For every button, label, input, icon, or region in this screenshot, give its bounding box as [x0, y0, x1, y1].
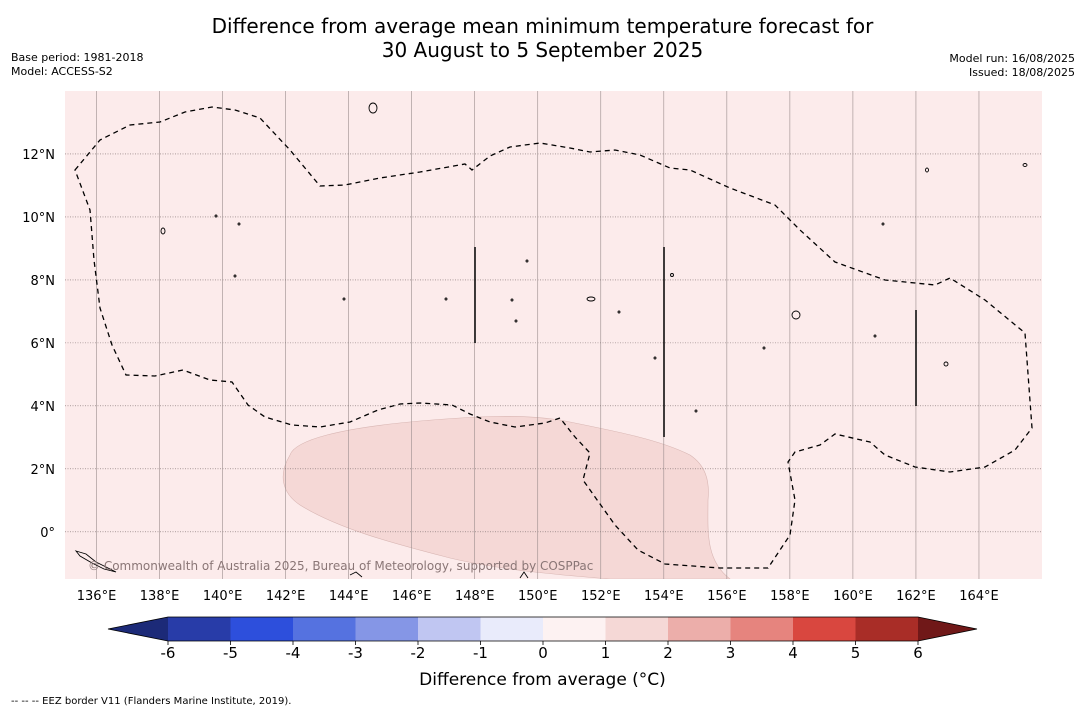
longitude-tick-label: 154°E — [644, 589, 684, 604]
island-outlines — [74, 102, 1028, 579]
island-outline — [74, 550, 117, 573]
copyright-text: © Commonwealth of Australia 2025, Bureau… — [88, 559, 593, 573]
colorbar-segment — [855, 617, 918, 641]
colorbar-tick-label: 6 — [913, 644, 923, 662]
model-name: Model: ACCESS-S2 — [11, 65, 113, 78]
longitude-tick-label: 158°E — [770, 589, 810, 604]
colorbar-segment — [543, 617, 606, 641]
island-outline — [694, 409, 698, 413]
colorbar-tick-label: 5 — [851, 644, 861, 662]
gridlines — [65, 91, 1042, 579]
colorbar-tick-label: 0 — [538, 644, 548, 662]
longitude-tick-label: 138°E — [140, 589, 180, 604]
island-outline — [525, 259, 529, 263]
island-outline — [160, 227, 166, 235]
island-outline — [514, 319, 518, 323]
island-outline — [873, 334, 877, 338]
longitude-labels: 136°E 138°E 140°E 142°E 144°E 146°E 148°E 150°E… — [77, 589, 999, 604]
island-outline — [368, 102, 378, 114]
longitude-tick-label: 160°E — [833, 589, 873, 604]
colorbar — [107, 616, 978, 642]
latitude-tick-label: 8°N — [31, 274, 56, 289]
island-outline — [233, 274, 237, 278]
island-outline — [237, 222, 241, 226]
colorbar-segment — [230, 617, 293, 641]
longitude-tick-label: 140°E — [203, 589, 243, 604]
island-outline — [349, 571, 363, 578]
longitude-tick-label: 150°E — [518, 589, 558, 604]
island-outline — [943, 361, 949, 367]
island-outline — [519, 571, 529, 579]
issued-date: Issued: 18/08/2025 — [968, 66, 1075, 79]
colorbar-tick-label: -3 — [348, 644, 363, 662]
latitude-tick-label: 10°N — [22, 211, 55, 226]
latitude-tick-label: 2°N — [31, 463, 56, 478]
map-title: Difference from average mean minimum tem… — [0, 14, 1085, 62]
colorbar-segment — [730, 617, 793, 641]
longitude-tick-label: 162°E — [896, 589, 936, 604]
eez-legend-note: -- -- -- EEZ border V11 (Flanders Marine… — [11, 696, 292, 707]
island-outline — [617, 310, 621, 314]
latitude-tick-label: 12°N — [22, 148, 55, 163]
title-line-2: 30 August to 5 September 2025 — [381, 38, 704, 62]
colorbar-segment — [605, 617, 668, 641]
longitude-tick-label: 146°E — [392, 589, 432, 604]
island-outline — [670, 273, 674, 277]
island-outline — [444, 297, 448, 301]
warm-anomaly-region — [282, 416, 731, 579]
colorbar-tick-label: -4 — [286, 644, 301, 662]
island-outline — [510, 298, 514, 302]
island-outline — [1022, 163, 1028, 167]
colorbar-tick-label: 3 — [726, 644, 736, 662]
longitude-tick-label: 136°E — [77, 589, 117, 604]
latitude-labels: 12°N 10°N 8°N 6°N 4°N 2°N 0° — [22, 148, 55, 541]
eez-border — [74, 106, 1033, 569]
colorbar-label: Difference from average (°C) — [419, 670, 666, 690]
colorbar-tick-label: -5 — [223, 644, 238, 662]
title-line-1: Difference from average mean minimum tem… — [211, 14, 874, 38]
colorbar-segment — [668, 617, 731, 641]
longitude-tick-label: 164°E — [959, 589, 999, 604]
model-run: Model run: 16/08/2025 — [949, 52, 1075, 65]
island-outline — [214, 214, 218, 218]
colorbar-tick-labels: -6 -5 -4 -3 -2 -1 0 1 2 3 4 5 6 — [161, 641, 923, 662]
colorbar-tick-label: -2 — [411, 644, 426, 662]
colorbar-low-extension — [108, 617, 168, 641]
base-period: Base period: 1981-2018 — [11, 51, 144, 64]
island-outline — [791, 310, 801, 320]
colorbar-segment — [793, 617, 856, 641]
colorbar-tick-label: 2 — [663, 644, 673, 662]
longitude-tick-label: 148°E — [455, 589, 495, 604]
colorbar-segment — [355, 617, 418, 641]
colorbar-segment — [480, 617, 543, 641]
colorbar-tick-label: -1 — [473, 644, 488, 662]
island-outline — [925, 167, 929, 173]
island-outline — [342, 297, 346, 301]
meta-right: Model run: 16/08/2025 Issued: 18/08/2025 — [949, 52, 1075, 80]
colorbar-segment — [293, 617, 356, 641]
eez-border-north — [74, 106, 1033, 569]
longitude-tick-label: 142°E — [266, 589, 306, 604]
latitude-tick-label: 4°N — [31, 400, 56, 415]
longitude-tick-label: 156°E — [707, 589, 747, 604]
island-outline — [586, 296, 596, 302]
longitude-tick-label: 144°E — [329, 589, 369, 604]
colorbar-high-extension — [918, 617, 977, 641]
colorbar-segment — [418, 617, 481, 641]
latitude-tick-label: 0° — [40, 526, 55, 541]
colorbar-tick-label: -6 — [161, 644, 176, 662]
island-outline — [762, 346, 766, 350]
meta-left: Base period: 1981-2018 Model: ACCESS-S2 — [11, 51, 143, 79]
longitude-tick-label: 152°E — [581, 589, 621, 604]
island-outline — [653, 356, 657, 360]
island-outline — [881, 222, 885, 226]
colorbar-tick-label: 4 — [788, 644, 798, 662]
colorbar-tick-label: 1 — [601, 644, 611, 662]
colorbar-segment — [168, 617, 231, 641]
latitude-tick-label: 6°N — [31, 337, 56, 352]
